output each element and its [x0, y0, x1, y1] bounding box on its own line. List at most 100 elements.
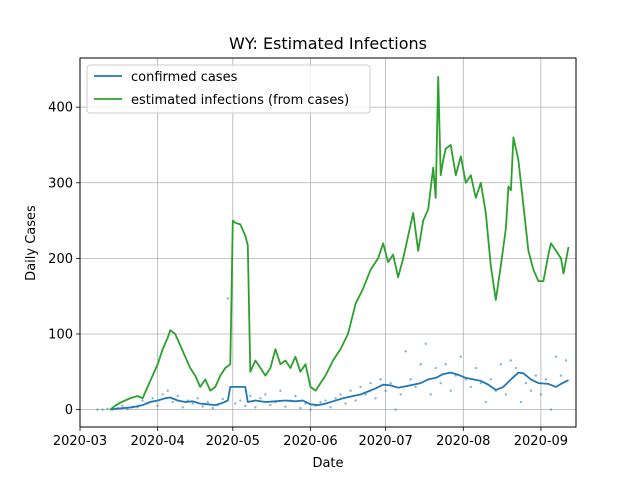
scatter-point	[309, 408, 312, 411]
scatter-point	[539, 393, 543, 396]
scatter-point	[294, 394, 297, 398]
scatter-point	[359, 385, 362, 389]
scatter-point	[444, 363, 447, 366]
scatter-point	[259, 397, 262, 400]
scatter-point	[171, 400, 174, 404]
scatter-point	[414, 385, 417, 389]
scatter-point	[101, 408, 104, 411]
x-axis-label: Date	[312, 456, 343, 471]
legend-box	[86, 64, 371, 114]
scatter-point	[196, 397, 199, 400]
scatter-point	[429, 393, 432, 396]
scatter-point	[559, 374, 563, 377]
scatter-point	[349, 389, 352, 392]
scatter-point	[439, 381, 442, 385]
scatter-point	[344, 402, 347, 405]
scatter-point	[469, 385, 472, 389]
scatter-point	[206, 400, 209, 404]
scatter-point	[529, 389, 533, 392]
x-axis-ticks: 2020-03 2020-04 2020-05 2020-06 2020-07 2020-…	[53, 427, 568, 449]
scatter-point	[474, 366, 477, 370]
scatter-point	[399, 393, 402, 396]
y-axis-label: Daily Cases	[24, 205, 39, 281]
x-tick-label: 2020-04	[130, 434, 184, 449]
scatter-point	[156, 404, 159, 408]
scatter-point	[449, 389, 452, 392]
scatter-point	[191, 402, 194, 405]
scatter-point	[514, 366, 518, 370]
scatter-point	[499, 363, 503, 366]
scatter-point	[141, 399, 144, 402]
scatter-point	[384, 389, 387, 392]
legend-label-estimated: estimated infections (from cases)	[131, 93, 349, 108]
y-tick-label: 400	[48, 101, 73, 116]
scatter-point	[249, 394, 252, 398]
scatter-point	[489, 378, 493, 381]
scatter-point	[394, 408, 397, 411]
y-tick-label: 100	[48, 327, 73, 342]
y-axis-ticks: 0 100 200 300 400	[48, 101, 80, 418]
scatter-point	[319, 400, 322, 404]
scatter-point	[334, 397, 337, 400]
x-tick-label: 2020-07	[358, 434, 412, 449]
scatter-point	[509, 359, 513, 362]
scatter-point	[404, 350, 407, 353]
scatter-point	[226, 297, 229, 300]
scatter-point	[544, 378, 548, 381]
scatter-point	[244, 404, 247, 408]
series-line-estimated	[109, 76, 570, 411]
scatter-point	[524, 381, 528, 385]
scatter-point	[479, 381, 483, 385]
scatter-point	[339, 393, 342, 396]
scatter-point	[176, 394, 179, 398]
scatter-point	[239, 399, 242, 402]
scatter-point	[329, 406, 332, 409]
scatter-point	[284, 405, 287, 408]
scatter-point	[234, 402, 237, 405]
scatter-point	[374, 397, 377, 400]
scatter-point	[121, 404, 124, 408]
scatter-point	[379, 378, 382, 381]
scatter-point	[354, 399, 357, 402]
scatter-point	[269, 403, 272, 407]
scatter-point	[389, 381, 392, 385]
scatter-point	[211, 406, 214, 410]
scatter-point	[409, 378, 412, 381]
scatter-point	[519, 400, 523, 404]
legend: confirmed cases estimated infections (fr…	[86, 64, 371, 114]
scatter-point	[564, 359, 568, 362]
scatter-point	[166, 389, 169, 392]
scatter-point	[459, 355, 462, 358]
scatter-point	[364, 393, 367, 396]
scatter-point	[534, 374, 538, 377]
x-tick-label: 2020-09	[514, 434, 568, 449]
scatter-point	[484, 400, 488, 404]
series-line-confirmed	[109, 371, 569, 411]
y-tick-label: 300	[48, 176, 73, 191]
scatter-point	[151, 397, 154, 400]
x-tick-label: 2020-03	[53, 434, 107, 449]
scatter-point	[504, 393, 508, 396]
scatter-point	[554, 355, 558, 358]
scatter-point	[201, 405, 204, 408]
x-tick-label: 2020-08	[436, 434, 490, 449]
y-tick-label: 200	[48, 252, 73, 267]
scatter-point	[254, 406, 257, 409]
chart-title: WY: Estimated Infections	[229, 34, 427, 53]
scatter-point	[434, 366, 437, 370]
scatter-point	[221, 397, 224, 401]
scatter-point	[299, 406, 302, 410]
plot-frame	[79, 57, 577, 428]
scatter-point	[324, 399, 327, 402]
scatter-point	[419, 363, 422, 366]
scatter-point	[264, 393, 267, 396]
scatter-point	[106, 407, 109, 411]
scatter-point	[181, 406, 184, 409]
scatter-point	[424, 342, 427, 346]
scatter-point	[96, 408, 99, 411]
scatter-point	[279, 389, 282, 392]
scatter-point	[161, 393, 164, 396]
y-tick-label: 0	[65, 403, 73, 418]
scatter-point	[549, 408, 553, 411]
